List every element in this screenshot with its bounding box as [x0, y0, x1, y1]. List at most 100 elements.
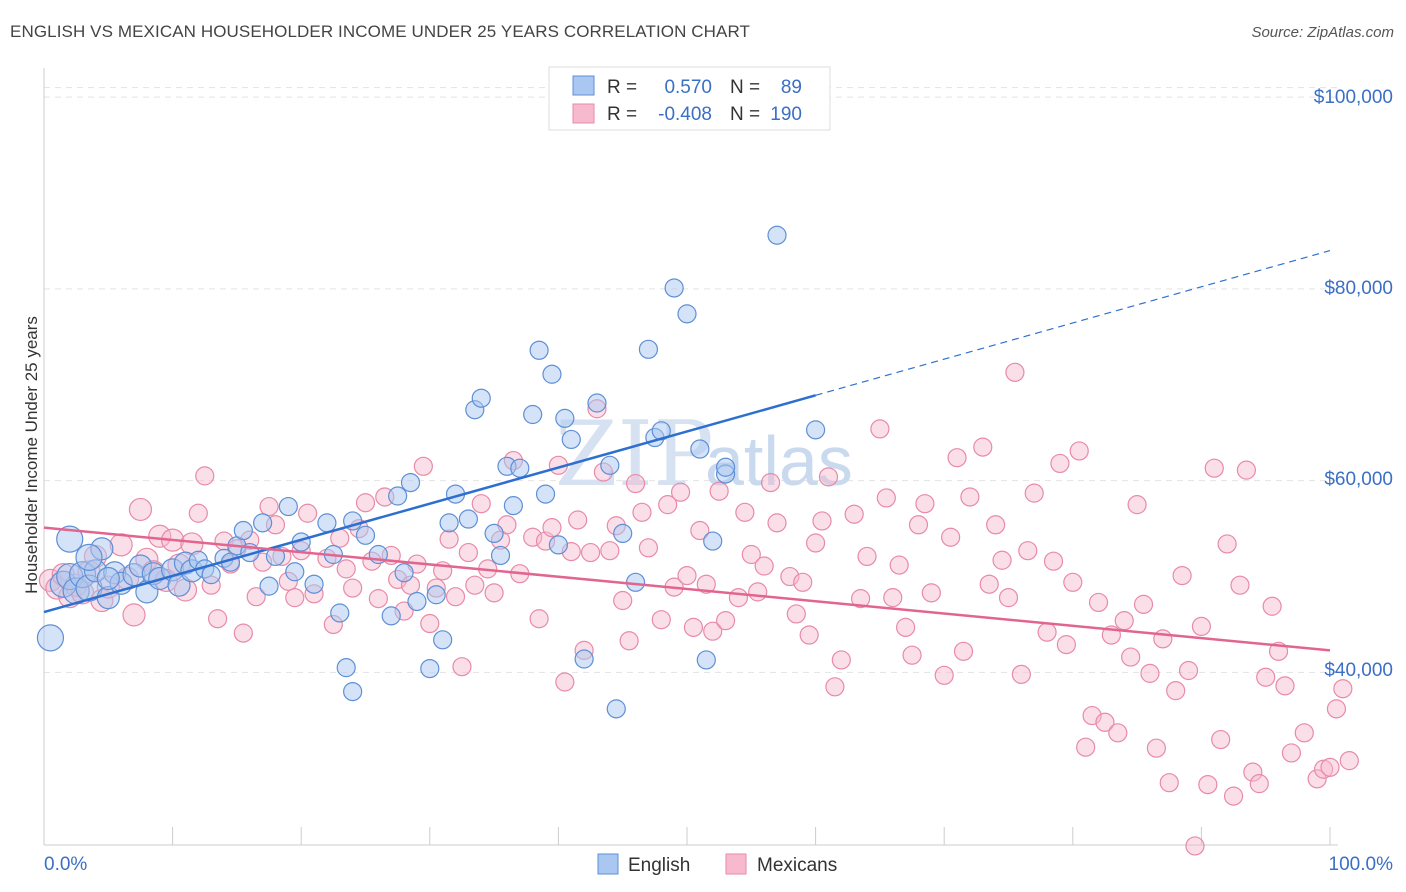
english-point — [56, 525, 84, 553]
y-axis-label: Householder Income Under 25 years — [22, 316, 41, 594]
english-point — [574, 649, 594, 669]
english-point — [613, 523, 633, 544]
y-tick-label-80000: $80,000 — [1324, 278, 1393, 299]
mexicans-point — [355, 493, 376, 513]
mexicans-r-label: R = — [607, 104, 637, 125]
english-point — [529, 340, 549, 360]
mexicans-point — [1127, 495, 1147, 515]
english-point — [542, 364, 562, 384]
english-trend-extension — [815, 249, 1331, 396]
english-point — [523, 404, 543, 425]
english-point — [484, 523, 504, 544]
mexicans-point — [921, 583, 941, 603]
mexicans-point — [825, 677, 845, 697]
grid-lines — [44, 87, 1338, 673]
english-point — [677, 304, 697, 324]
mexicans-trend-line — [43, 526, 1331, 652]
source-credit: Source: ZipAtlas.com — [1251, 24, 1394, 41]
mexicans-point — [452, 657, 472, 677]
english-point — [420, 658, 440, 679]
english-point — [75, 543, 103, 571]
english-r-value: 0.570 — [664, 77, 712, 98]
mexicans-point — [1281, 743, 1302, 763]
english-point — [664, 278, 684, 298]
english-trend-line — [43, 394, 816, 614]
english-legend-swatch — [572, 75, 595, 96]
mexicans-point — [542, 518, 562, 538]
mexicans-point — [1121, 647, 1141, 667]
mexicans-point — [445, 587, 466, 607]
mexicans-point — [420, 613, 440, 634]
mexicans-point — [953, 641, 974, 661]
mexicans-point — [709, 481, 729, 501]
mexicans-point — [195, 466, 215, 486]
mexicans-point — [876, 488, 896, 508]
mexicans-point — [1146, 738, 1166, 758]
chart-title: ENGLISH VS MEXICAN HOUSEHOLDER INCOME UN… — [10, 22, 751, 41]
english-point — [439, 513, 459, 533]
english-point — [805, 420, 826, 440]
mexicans-point — [413, 456, 433, 476]
series-legend: English Mexicans — [597, 853, 837, 876]
mexicans-point — [831, 650, 851, 670]
mexicans-r-value: -0.408 — [658, 104, 712, 125]
mexicans-n-label: N = — [730, 104, 760, 125]
mexicans-point — [1050, 453, 1070, 474]
mexicans-point — [343, 578, 363, 598]
mexicans-point — [336, 559, 356, 579]
mexicans-point — [941, 527, 961, 547]
english-point — [317, 513, 337, 533]
english-bottom-swatch — [597, 853, 619, 875]
mexicans-point — [1204, 458, 1224, 478]
english-point — [690, 439, 710, 459]
english-point — [510, 458, 530, 478]
mexicans-point — [1005, 362, 1025, 382]
mexicans-point — [696, 574, 716, 594]
mexicans-point — [992, 550, 1012, 570]
mexicans-point — [1043, 551, 1064, 571]
english-point — [767, 225, 787, 245]
mexicans-point — [523, 527, 543, 547]
english-point — [96, 566, 120, 591]
mexicans-point — [1063, 572, 1083, 592]
mexicans-point — [728, 588, 749, 608]
english-point — [336, 658, 356, 678]
correlation-legend: R = 0.570 N = 89 R = -0.408 N = 190 — [548, 66, 831, 131]
english-point — [638, 339, 659, 359]
mexicans-point — [632, 502, 652, 522]
mexicans-point — [973, 437, 993, 457]
mexicans-point — [979, 574, 999, 594]
y-tick-label-100000: $100,000 — [1314, 87, 1393, 108]
mexicans-point — [555, 672, 575, 692]
mexicans-point — [529, 609, 549, 629]
mexicans-point — [1114, 611, 1134, 631]
mexicans-point — [1056, 635, 1076, 655]
mexicans-point — [613, 590, 633, 611]
mexicans-point — [851, 589, 871, 609]
mexicans-point — [1333, 679, 1353, 699]
mexicans-point — [735, 502, 755, 522]
watermark-zip: ZIP — [555, 402, 714, 507]
mexicans-point — [471, 494, 491, 514]
mexicans-point — [883, 588, 903, 608]
mexicans-point — [1320, 757, 1340, 777]
mexicans-point — [1172, 565, 1192, 586]
mexicans-point — [1076, 737, 1096, 757]
english-point — [407, 591, 427, 612]
mexicans-point — [703, 621, 723, 641]
mexicans-point — [651, 610, 671, 630]
mexicans-point — [1211, 729, 1231, 750]
english-legend-label: English — [628, 855, 690, 876]
mexicans-point — [1198, 774, 1218, 795]
english-point — [561, 429, 581, 450]
mexicans-point — [1140, 663, 1160, 683]
english-point — [36, 624, 65, 652]
mexicans-point — [484, 583, 504, 603]
english-point — [388, 486, 408, 506]
mexicans-point — [1262, 596, 1282, 616]
english-point — [703, 531, 723, 551]
mexicans-point — [1307, 769, 1327, 789]
mexicans-point — [1294, 723, 1314, 743]
english-point — [304, 574, 324, 594]
mexicans-point — [1159, 773, 1179, 793]
